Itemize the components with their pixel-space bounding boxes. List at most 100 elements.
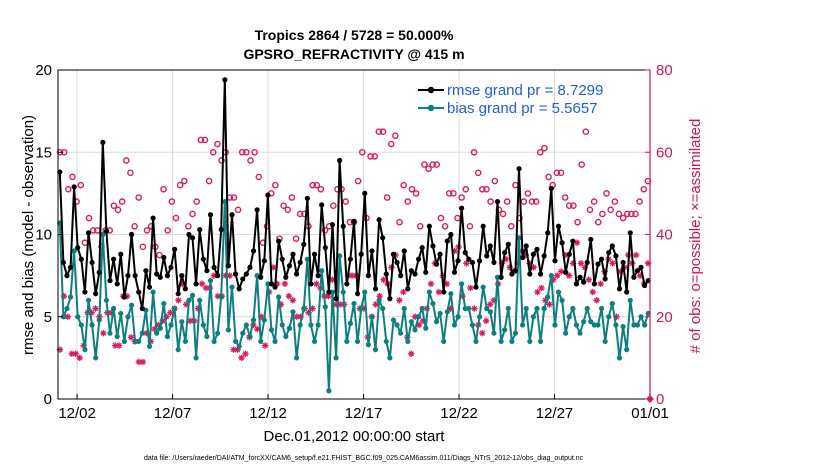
rmse-point <box>354 291 361 297</box>
rmse-point <box>225 263 232 269</box>
obs-possible-point <box>123 157 130 164</box>
bias-point <box>182 338 188 345</box>
rmse-point <box>204 268 210 274</box>
obs-possible-series <box>56 128 652 259</box>
bias-point <box>175 347 181 353</box>
bias-point <box>204 333 210 340</box>
obs-possible-point <box>491 177 499 185</box>
obs-assimilated-point <box>285 292 293 300</box>
bias-point <box>466 305 472 312</box>
rmse-point <box>100 139 106 145</box>
obs-possible-point <box>404 198 412 205</box>
bias-point <box>304 256 310 262</box>
obs-assimilated-point <box>427 280 435 288</box>
bias-point <box>566 314 572 320</box>
obs-possible-point <box>209 148 217 156</box>
obs-possible-point <box>408 185 416 193</box>
bias-point <box>301 305 307 312</box>
obs-possible-point <box>292 235 300 242</box>
bias-point <box>168 322 174 328</box>
bias-point <box>337 253 343 259</box>
rmse-point <box>293 271 300 277</box>
obs-assimilated-point <box>238 354 245 362</box>
obs-assimilated-point <box>175 297 182 304</box>
obs-assimilated-point <box>408 350 415 357</box>
legend-bias-label: bias grand pr = 5.5657 <box>447 100 598 117</box>
obs-possible-point <box>367 153 374 160</box>
rmse-point <box>347 256 354 262</box>
bias-point <box>380 305 386 312</box>
bias-point <box>211 338 217 345</box>
rmse-point <box>437 251 443 257</box>
obs-possible-point <box>479 185 486 193</box>
rmse-point <box>132 273 138 279</box>
rmse-point <box>297 259 303 266</box>
bias-point <box>240 330 246 336</box>
bias-point <box>236 343 242 349</box>
obs-assimilated-point <box>100 330 107 337</box>
y-axis-label-left: rmse and bias (model - observation) <box>20 115 37 355</box>
rmse-point <box>455 258 461 264</box>
right-y-tick-label: 80 <box>656 62 673 79</box>
y-tick-label: 5 <box>44 309 52 326</box>
bias-point <box>627 297 633 303</box>
obs-assimilated-point <box>64 313 72 320</box>
bias-point <box>344 338 350 345</box>
obs-possible-point <box>238 148 246 156</box>
obs-possible-point <box>296 210 304 218</box>
obs-possible-point <box>189 210 196 218</box>
rmse-point <box>107 277 113 284</box>
bias-point <box>161 300 167 307</box>
obs-assimilated-point <box>262 342 269 349</box>
bias-point <box>376 297 382 303</box>
rmse-point <box>534 246 540 252</box>
bias-point <box>502 327 508 333</box>
bias-point <box>390 317 397 323</box>
obs-possible-point <box>280 202 287 210</box>
bias-point <box>258 338 264 345</box>
obs-possible-point <box>487 198 494 205</box>
rmse-point <box>537 271 544 277</box>
rmse-point <box>207 212 214 218</box>
x-tick-label: 01/01 <box>631 405 669 422</box>
rmse-point <box>172 246 178 252</box>
rmse-point <box>588 236 594 243</box>
obs-possible-point <box>590 198 598 205</box>
obs-possible-point <box>371 153 378 160</box>
bias-point <box>602 338 608 345</box>
legend-rmse-label: rmse grand pr = 8.7299 <box>447 82 603 99</box>
obs-possible-point <box>416 222 424 230</box>
rmse-point <box>480 223 486 229</box>
rmse-point <box>462 249 468 256</box>
bias-point <box>552 322 558 328</box>
rmse-point <box>498 274 504 280</box>
rmse-point <box>311 251 318 257</box>
rmse-point <box>362 190 368 196</box>
rmse-point <box>290 251 296 257</box>
data-file-footnote: data file: /Users/raeder/DAI/ATM_forcXX/… <box>144 455 584 462</box>
rmse-point <box>627 230 633 236</box>
obs-possible-point <box>632 210 639 218</box>
obs-assimilated-point <box>589 288 596 296</box>
rmse-point <box>197 226 203 233</box>
obs-assimilated-point <box>483 317 490 325</box>
rmse-point <box>211 264 217 270</box>
right-y-tick-label: 40 <box>656 227 673 244</box>
obs-assimilated-point <box>396 297 403 304</box>
obs-possible-point <box>383 194 391 201</box>
rmse-point <box>304 195 310 201</box>
rmse-point <box>247 264 253 270</box>
rmse-point <box>451 269 458 275</box>
rmse-point <box>448 231 454 238</box>
bias-point <box>534 305 540 312</box>
bias-point <box>419 305 425 312</box>
obs-possible-point <box>379 128 387 135</box>
bias-point <box>329 289 336 295</box>
right-y-tick-label: 20 <box>656 309 673 326</box>
rmse-point <box>426 223 432 229</box>
bias-series <box>57 199 651 394</box>
legend-rmse-marker <box>427 86 435 94</box>
bias-point <box>642 322 648 328</box>
obs-possible-point <box>205 177 213 185</box>
